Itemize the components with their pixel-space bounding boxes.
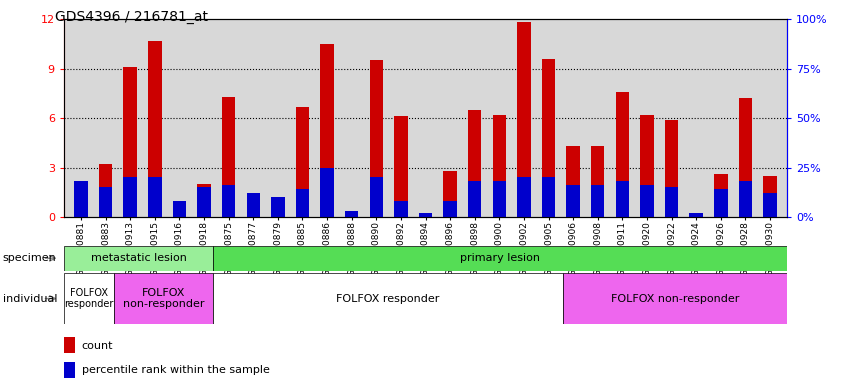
Bar (689, 213, 703, 217)
Text: FOLFOX
responder: FOLFOX responder (64, 288, 113, 310)
Bar (567, 146, 580, 217)
Bar (493, 181, 506, 217)
Bar (123, 177, 137, 217)
Bar (563, 273, 787, 324)
Text: FOLFOX
non-responder: FOLFOX non-responder (123, 288, 204, 310)
Bar (197, 187, 211, 217)
Bar (197, 184, 211, 217)
Bar (419, 213, 432, 217)
Bar (739, 181, 752, 217)
Bar (214, 273, 563, 324)
Bar (665, 120, 678, 217)
Text: metastatic lesion: metastatic lesion (91, 253, 186, 263)
Bar (222, 185, 236, 217)
Bar (271, 199, 284, 217)
Bar (714, 174, 728, 217)
Bar (640, 185, 654, 217)
Bar (763, 193, 777, 217)
Bar (214, 246, 787, 271)
Bar (271, 197, 284, 217)
Bar (345, 211, 358, 217)
Bar (295, 106, 309, 217)
Text: individual: individual (3, 293, 57, 304)
Bar (320, 44, 334, 217)
Bar (123, 67, 137, 217)
Bar (64, 273, 114, 324)
Text: percentile rank within the sample: percentile rank within the sample (82, 365, 270, 375)
Bar (247, 199, 260, 217)
Bar (468, 181, 482, 217)
Bar (64, 246, 214, 271)
Bar (173, 215, 186, 217)
Bar (493, 115, 506, 217)
Bar (542, 177, 556, 217)
Bar (640, 115, 654, 217)
Text: count: count (82, 341, 113, 351)
Bar (517, 177, 531, 217)
Text: primary lesion: primary lesion (460, 253, 540, 263)
Bar (542, 59, 556, 217)
Bar (763, 176, 777, 217)
Bar (148, 41, 162, 217)
Bar (689, 215, 703, 217)
Bar (74, 184, 88, 217)
Bar (222, 97, 236, 217)
Bar (567, 185, 580, 217)
Bar (320, 167, 334, 217)
Bar (739, 98, 752, 217)
Bar (591, 185, 604, 217)
Bar (173, 201, 186, 217)
Bar (148, 177, 162, 217)
Bar (295, 189, 309, 217)
Bar (99, 187, 112, 217)
Bar (443, 201, 457, 217)
Bar (74, 181, 88, 217)
Bar (665, 187, 678, 217)
Text: FOLFOX non-responder: FOLFOX non-responder (611, 293, 740, 304)
Bar (114, 273, 214, 324)
Bar (64, 362, 75, 378)
Bar (615, 181, 629, 217)
Bar (247, 193, 260, 217)
Bar (443, 171, 457, 217)
Bar (345, 215, 358, 217)
Bar (419, 215, 432, 217)
Bar (615, 92, 629, 217)
Bar (369, 177, 383, 217)
Text: specimen: specimen (3, 253, 56, 263)
Bar (468, 110, 482, 217)
Bar (394, 201, 408, 217)
Bar (99, 164, 112, 217)
Text: FOLFOX responder: FOLFOX responder (336, 293, 440, 304)
Bar (64, 337, 75, 353)
Bar (394, 116, 408, 217)
Text: GDS4396 / 216781_at: GDS4396 / 216781_at (55, 10, 208, 23)
Bar (714, 189, 728, 217)
Bar (591, 146, 604, 217)
Bar (517, 23, 531, 217)
Bar (369, 60, 383, 217)
